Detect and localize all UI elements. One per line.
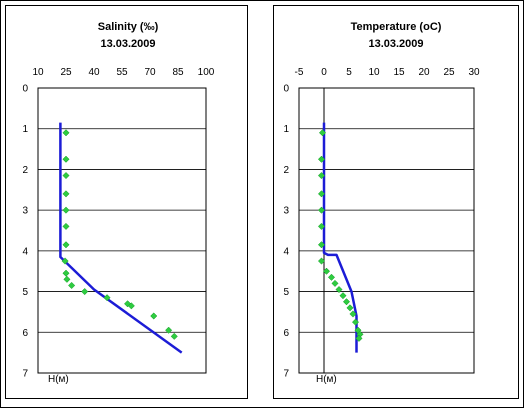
temperature-data-point: [322, 267, 331, 275]
salinity-y-tick-label: 4: [22, 246, 28, 257]
temperature-y-tick-label: 3: [283, 206, 289, 217]
salinity-x-tick-label: 10: [32, 67, 44, 78]
salinity-data-point: [62, 190, 70, 198]
chart-salinity: Salinity (‰) 13.03.2009 0 1 2 3 4 5 6 7 10 25 40 55…: [5, 5, 248, 399]
temperature-x-tick-label: -5: [295, 67, 304, 78]
salinity-x-tick-label: 85: [172, 67, 184, 78]
temperature-x-tick-label: 10: [368, 67, 380, 78]
salinity-data-point: [127, 302, 135, 310]
chart-temperature-ylabel: H(м): [316, 374, 337, 385]
salinity-data-point: [62, 129, 70, 137]
temperature-data-point: [318, 129, 327, 137]
salinity-data-point: [62, 155, 70, 163]
temperature-y-tick-label: 4: [283, 246, 289, 257]
temperature-x-tick-label: 30: [468, 67, 480, 78]
temperature-data-point: [317, 222, 326, 230]
temperature-data-point: [317, 171, 326, 180]
temperature-data-point: [346, 304, 354, 312]
salinity-y-tick-label: 5: [22, 287, 28, 298]
salinity-data-point: [62, 269, 70, 277]
salinity-y-tick-label: 3: [22, 206, 28, 217]
salinity-y-tick-label: 6: [22, 328, 28, 339]
temperature-data-point: [349, 310, 357, 318]
salinity-data-point: [62, 241, 70, 249]
chart-salinity-plot: 0 1 2 3 4 5 6 7 10 25 40 55 70 85 100: [22, 67, 214, 380]
temperature-data-point: [317, 241, 326, 249]
salinity-y-tick-label: 1: [22, 124, 28, 135]
temperature-y-tick-label: 0: [283, 84, 289, 95]
chart-temperature: Temperature (oC) 13.03.2009 0 1 2 3 4 5 6 7 -5 0 5…: [273, 5, 519, 399]
temperature-data-point: [342, 298, 351, 306]
temperature-x-tick-label: 15: [393, 67, 405, 78]
salinity-data-point: [103, 294, 111, 302]
temperature-x-tick-label: 5: [346, 67, 352, 78]
temperature-y-tick-label: 5: [283, 287, 289, 298]
salinity-y-tick-label: 7: [22, 369, 28, 380]
salinity-data-point: [68, 281, 76, 290]
chart-salinity-ylabel: H(м): [48, 374, 69, 385]
temperature-y-tick-label: 7: [283, 369, 289, 380]
salinity-data-point: [170, 332, 178, 340]
temperature-profile-line: [322, 122, 358, 353]
temperature-y-tick-label: 1: [283, 124, 289, 135]
temperature-data-point: [355, 334, 363, 342]
salinity-x-tick-label: 40: [88, 67, 100, 78]
temperature-data-point: [317, 155, 326, 163]
salinity-x-tick-label: 55: [116, 67, 128, 78]
salinity-data-point: [62, 206, 70, 214]
temperature-data-point: [317, 257, 326, 265]
salinity-data-point: [62, 171, 70, 180]
chart-salinity-title: Salinity (‰): [98, 21, 159, 33]
temperature-data-point: [317, 190, 326, 198]
temperature-data-point: [335, 285, 343, 294]
salinity-y-tick-label: 2: [22, 165, 28, 176]
temperature-data-point: [351, 318, 360, 326]
temperature-data-point: [317, 206, 326, 214]
salinity-data-point: [81, 288, 89, 296]
salinity-profile-line: [59, 122, 183, 354]
salinity-data-point: [165, 326, 173, 334]
salinity-x-tick-label: 25: [60, 67, 72, 78]
salinity-y-tick-label: 0: [22, 84, 28, 95]
chart-salinity-subtitle: 13.03.2009: [100, 38, 155, 50]
temperature-data-point: [327, 273, 336, 281]
temperature-data-point: [339, 292, 347, 300]
chart-temperature-plot: 0 1 2 3 4 5 6 7 -5 0 5 10 15 20 25 30: [283, 67, 480, 380]
temperature-x-tick-label: 0: [321, 67, 327, 78]
salinity-data-point: [150, 312, 158, 320]
chart-temperature-subtitle: 13.03.2009: [368, 38, 423, 50]
salinity-plot-area: [37, 87, 207, 374]
chart-temperature-title: Temperature (oC): [351, 21, 442, 33]
temperature-y-tick-label: 6: [283, 328, 289, 339]
temperature-x-tick-label: 20: [418, 67, 430, 78]
salinity-data-point: [63, 275, 71, 283]
temperature-y-tick-label: 2: [283, 165, 289, 176]
salinity-x-tick-label: 100: [198, 67, 215, 78]
salinity-data-point: [61, 257, 69, 265]
temperature-data-point: [331, 279, 339, 287]
temperature-x-tick-label: 25: [443, 67, 455, 78]
salinity-data-point: [62, 222, 70, 230]
salinity-x-tick-label: 70: [144, 67, 156, 78]
temperature-plot-area: [298, 87, 475, 374]
